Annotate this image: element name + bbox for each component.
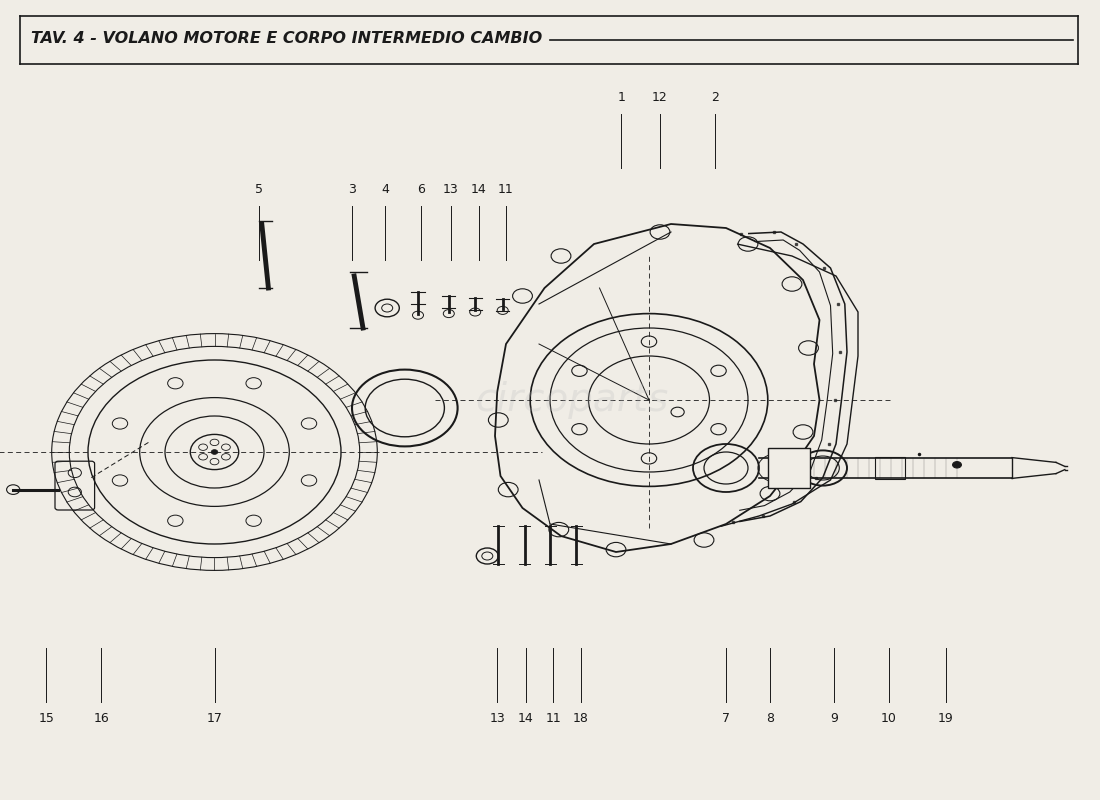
Text: 11: 11: [546, 712, 561, 725]
Text: 12: 12: [652, 91, 668, 104]
Text: 3: 3: [348, 183, 356, 196]
Text: 15: 15: [39, 712, 54, 725]
Text: 16: 16: [94, 712, 109, 725]
Text: 11: 11: [498, 183, 514, 196]
Text: 13: 13: [490, 712, 505, 725]
Text: 6: 6: [417, 183, 426, 196]
Text: 14: 14: [518, 712, 534, 725]
Text: 19: 19: [938, 712, 954, 725]
Bar: [874, 457, 905, 479]
Text: 7: 7: [722, 712, 730, 725]
Bar: [768, 448, 810, 488]
Circle shape: [211, 450, 218, 454]
Text: 9: 9: [829, 712, 838, 725]
Text: 4: 4: [381, 183, 389, 196]
Text: 8: 8: [766, 712, 774, 725]
Text: TAV. 4 - VOLANO MOTORE E CORPO INTERMEDIO CAMBIO: TAV. 4 - VOLANO MOTORE E CORPO INTERMEDI…: [31, 31, 542, 46]
Text: 14: 14: [471, 183, 486, 196]
Text: 1: 1: [617, 91, 626, 104]
Text: 10: 10: [881, 712, 896, 725]
Text: 17: 17: [207, 712, 222, 725]
Text: 13: 13: [443, 183, 459, 196]
Text: 5: 5: [254, 183, 263, 196]
Text: 2: 2: [711, 91, 719, 104]
Circle shape: [953, 462, 961, 468]
Text: circoparts: circoparts: [475, 381, 669, 419]
Text: 18: 18: [573, 712, 588, 725]
